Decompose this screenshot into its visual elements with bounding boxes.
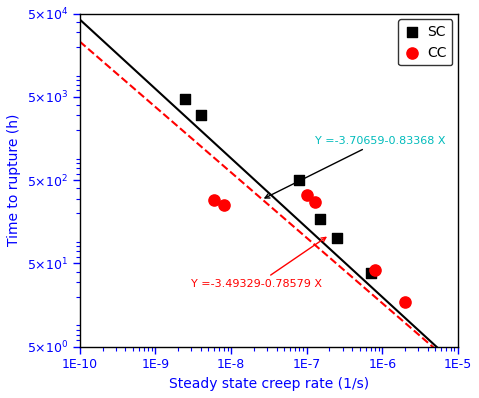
X-axis label: Steady state creep rate (1/s): Steady state creep rate (1/s) (169, 377, 369, 391)
Text: Y =-3.70659-0.83368 X: Y =-3.70659-0.83368 X (265, 135, 446, 198)
CC (371, 267, 379, 273)
Text: Y =-3.49329-0.78579 X: Y =-3.49329-0.78579 X (192, 237, 326, 289)
CC (220, 202, 228, 209)
SC (316, 216, 324, 222)
CC (210, 197, 218, 203)
CC (401, 299, 409, 306)
CC (303, 192, 310, 199)
Legend: SC, CC: SC, CC (398, 19, 452, 65)
SC (333, 235, 341, 242)
SC (182, 96, 189, 102)
SC (367, 270, 375, 277)
CC (311, 199, 319, 206)
SC (197, 112, 205, 119)
Y-axis label: Time to rupture (h): Time to rupture (h) (7, 114, 21, 246)
SC (296, 177, 303, 183)
